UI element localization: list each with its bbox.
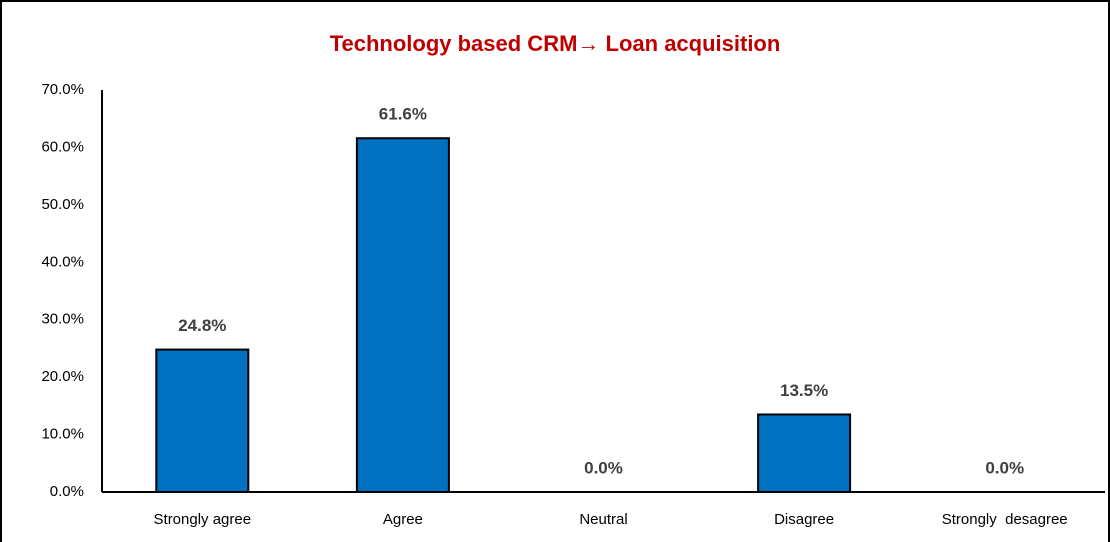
- x-tick-label: Agree: [383, 511, 423, 528]
- y-tick-label: 50.0%: [41, 196, 84, 213]
- y-tick-label: 20.0%: [41, 368, 84, 385]
- x-tick-label: Disagree: [774, 511, 834, 528]
- bar: [155, 348, 250, 493]
- value-label: 0.0%: [985, 458, 1024, 477]
- x-tick-label: Strongly agree: [154, 511, 252, 528]
- value-label: 24.8%: [178, 316, 226, 335]
- bar: [355, 137, 450, 494]
- y-tick-label: 10.0%: [41, 426, 84, 443]
- x-tick-label: Neutral: [579, 511, 627, 528]
- value-label: 13.5%: [780, 381, 828, 400]
- chart-title: Technology based CRM→ Loan acquisition: [330, 31, 781, 56]
- y-tick-label: 60.0%: [41, 138, 84, 155]
- y-tick-label: 0.0%: [50, 483, 84, 500]
- x-tick-label: Strongly desagree: [942, 511, 1068, 528]
- y-tick-label: 70.0%: [41, 81, 84, 98]
- y-tick-label: 40.0%: [41, 253, 84, 270]
- y-tick-label: 30.0%: [41, 311, 84, 328]
- bar: [757, 413, 852, 494]
- value-label: 61.6%: [379, 105, 427, 124]
- value-label: 0.0%: [584, 458, 623, 477]
